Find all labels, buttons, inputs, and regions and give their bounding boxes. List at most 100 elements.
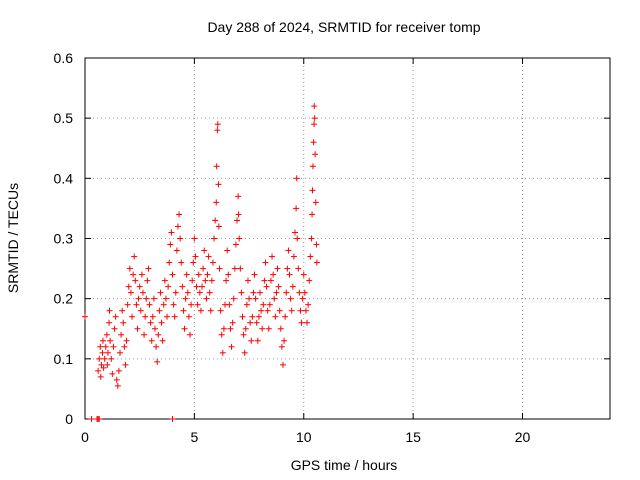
- data-point: [248, 337, 255, 344]
- data-point: [130, 271, 137, 278]
- data-point: [97, 373, 104, 380]
- data-point: [119, 307, 126, 314]
- data-point: [113, 376, 120, 383]
- data-point: [230, 295, 237, 302]
- data-point: [124, 301, 131, 308]
- data-point: [155, 331, 162, 338]
- data-point: [296, 289, 303, 296]
- data-point: [219, 349, 226, 356]
- data-point: [174, 223, 181, 230]
- data-point: [310, 139, 317, 146]
- data-point: [293, 175, 300, 182]
- data-point: [125, 283, 132, 290]
- y-tick-label: 0.1: [54, 351, 74, 367]
- data-point: [216, 265, 223, 272]
- data-point: [209, 259, 216, 266]
- data-point: [99, 349, 106, 356]
- data-point: [313, 241, 320, 248]
- data-point: [193, 283, 200, 290]
- data-point: [308, 235, 315, 242]
- data-point: [165, 283, 172, 290]
- data-point: [261, 277, 268, 284]
- data-point: [213, 163, 220, 170]
- data-point: [127, 289, 134, 296]
- data-point: [305, 301, 312, 308]
- data-point: [192, 253, 199, 260]
- data-point: [157, 289, 164, 296]
- data-point: [298, 319, 305, 326]
- data-point: [286, 271, 293, 278]
- data-point: [258, 307, 265, 314]
- data-point: [270, 271, 277, 278]
- data-point: [246, 295, 253, 302]
- data-point: [293, 205, 300, 212]
- x-tick-label: 20: [515, 429, 531, 445]
- data-point: [191, 235, 198, 242]
- data-point: [225, 271, 232, 278]
- data-point: [278, 343, 285, 350]
- data-point: [253, 319, 260, 326]
- data-point: [135, 295, 142, 302]
- data-point: [177, 235, 184, 242]
- data-point: [182, 295, 189, 302]
- data-point: [271, 295, 278, 302]
- x-axis: 0 5 10 15 20: [81, 58, 530, 445]
- data-point: [156, 307, 163, 314]
- data-point: [199, 283, 206, 290]
- data-point: [306, 277, 313, 284]
- data-point: [213, 199, 220, 206]
- data-point: [201, 247, 208, 254]
- plot-frame: [84, 57, 611, 420]
- data-point: [218, 331, 225, 338]
- data-point: [106, 319, 113, 326]
- data-point: [234, 217, 241, 224]
- data-point: [228, 343, 235, 350]
- data-point: [294, 235, 301, 242]
- y-tick-label: 0.4: [54, 170, 74, 186]
- data-point: [307, 253, 314, 260]
- data-point: [283, 289, 290, 296]
- data-point: [148, 337, 155, 344]
- data-point: [235, 211, 242, 218]
- data-point: [249, 313, 256, 320]
- data-point: [207, 307, 214, 314]
- data-point: [159, 337, 166, 344]
- data-point: [309, 211, 316, 218]
- data-point: [215, 181, 222, 188]
- data-point: [288, 307, 295, 314]
- data-point: [187, 331, 193, 338]
- data-point: [154, 358, 161, 365]
- data-point: [252, 295, 259, 302]
- data-point: [272, 313, 279, 320]
- data-point: [181, 325, 188, 332]
- data-point: [143, 295, 150, 302]
- data-point: [167, 241, 174, 248]
- data-point: [223, 277, 230, 284]
- data-point: [111, 325, 118, 332]
- data-point: [277, 325, 284, 332]
- data-point: [267, 277, 274, 284]
- data-point: [150, 295, 157, 302]
- data-point: [158, 319, 165, 326]
- data-point: [82, 313, 88, 320]
- data-point: [98, 361, 105, 368]
- data-point: [115, 367, 122, 374]
- data-point: [95, 367, 102, 374]
- data-point: [311, 103, 318, 110]
- data-point: [149, 313, 156, 320]
- data-point: [276, 307, 283, 314]
- data-point: [235, 193, 242, 200]
- data-point: [137, 307, 144, 314]
- data-point: [183, 271, 190, 278]
- data-point: [102, 343, 109, 350]
- data-point: [224, 247, 231, 254]
- data-point: [142, 313, 149, 320]
- data-point: [146, 301, 153, 308]
- data-point: [285, 247, 292, 254]
- data-point: [189, 277, 196, 284]
- data-point: [170, 301, 177, 308]
- data-point: [172, 289, 179, 296]
- data-point: [194, 301, 201, 308]
- data-point: [236, 235, 243, 242]
- data-point: [226, 301, 233, 308]
